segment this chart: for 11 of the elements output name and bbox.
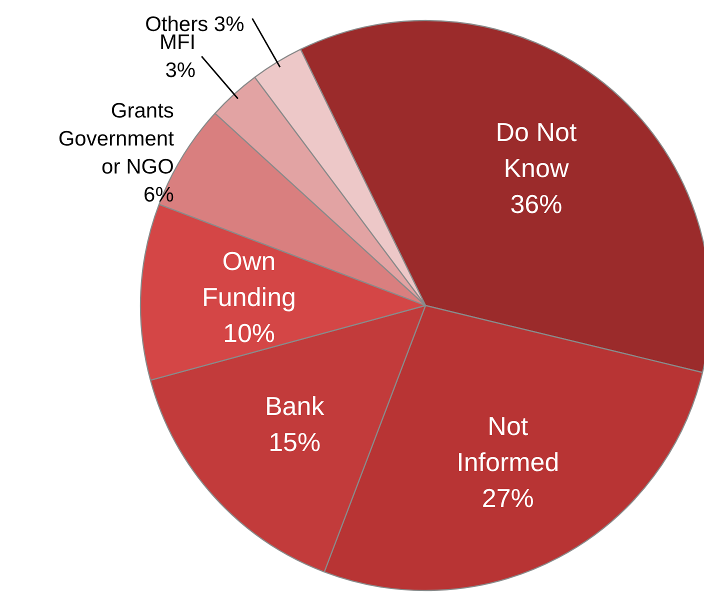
slice-label: Not Informed bbox=[456, 410, 560, 477]
slice-label: Do Not Know bbox=[496, 116, 578, 183]
data-label: 15% bbox=[268, 427, 321, 458]
data-label: 10% bbox=[222, 318, 276, 348]
slice-label: Grants Government or NGO bbox=[58, 100, 174, 179]
data-label: 3% bbox=[165, 58, 196, 82]
data-label: 6% bbox=[144, 184, 174, 207]
slice-label: Bank bbox=[264, 391, 326, 422]
slice-label: Own Funding bbox=[202, 246, 296, 312]
data-label: 36% bbox=[510, 188, 562, 219]
data-label: 27% bbox=[482, 482, 534, 513]
